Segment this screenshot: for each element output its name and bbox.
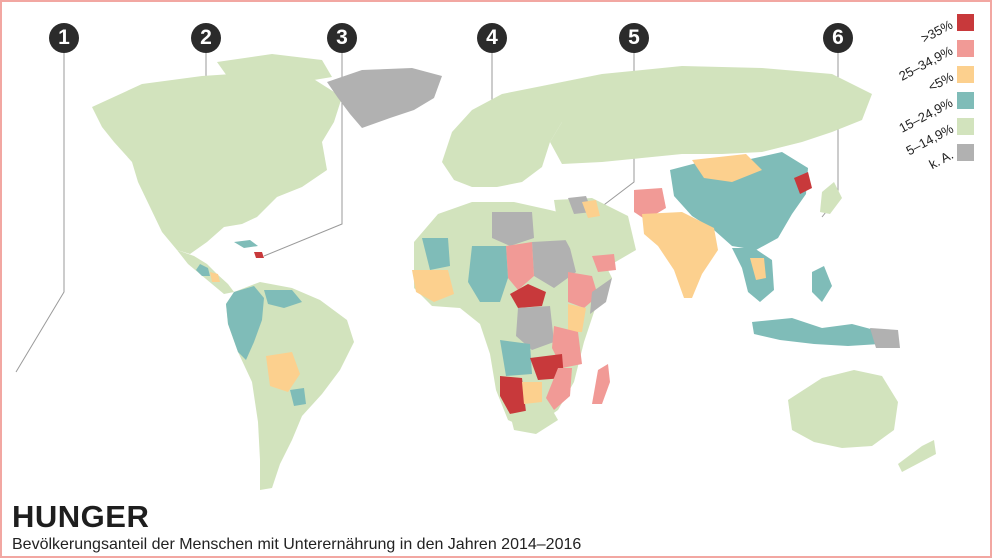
legend-item: k. A. <box>882 142 982 172</box>
legend-item: <5% <box>882 64 982 95</box>
region-southeast-asia <box>732 248 774 302</box>
legend-label: k. A. <box>926 146 956 172</box>
page-subtitle: Bevölkerungsanteil der Menschen mit Unte… <box>12 536 582 553</box>
region-north-america <box>92 72 342 254</box>
region-europe <box>442 86 572 187</box>
leader-line-1 <box>15 52 65 373</box>
region-angola <box>500 340 532 376</box>
legend-item: 15–24,9% <box>882 90 982 136</box>
region-sahel-teal <box>468 246 508 302</box>
region-zambia <box>530 354 564 380</box>
marker-5: 5 <box>619 23 649 53</box>
region-kenya <box>568 304 586 332</box>
region-ethiopia <box>568 272 598 308</box>
marker-3: 3 <box>327 23 357 53</box>
region-venezuela <box>264 290 302 308</box>
marker-4: 4 <box>477 23 507 53</box>
marker-2: 2 <box>191 23 221 53</box>
marker-6: 6 <box>823 23 853 53</box>
region-chad <box>506 242 534 290</box>
region-drc-grey <box>516 306 554 350</box>
region-car <box>510 284 546 308</box>
region-arabia <box>554 198 636 272</box>
region-namibia <box>500 376 526 414</box>
legend-item: 5–14,9% <box>882 116 982 158</box>
region-new-zealand <box>898 440 936 472</box>
legend: >35% 25–34,9% <5% 15–24,9% 5–14,9% k. A. <box>882 8 990 178</box>
region-south-africa <box>510 406 558 434</box>
region-madagascar <box>592 364 610 404</box>
region-africa-north-grey <box>492 212 534 246</box>
region-bolivia <box>266 352 300 392</box>
region-png-grey <box>870 328 900 348</box>
region-haiti <box>254 252 264 258</box>
legend-swatch <box>957 144 974 161</box>
region-mauritania-teal <box>422 238 450 270</box>
legend-item: >35% <box>882 12 982 46</box>
legend-swatch <box>957 66 974 83</box>
legend-item: 25–34,9% <box>882 38 982 84</box>
region-australia <box>788 370 898 448</box>
region-thailand <box>750 258 766 280</box>
region-afghanistan <box>634 188 666 220</box>
region-greenland <box>327 68 442 128</box>
region-guatemala <box>196 264 210 276</box>
region-paraguay <box>290 388 306 406</box>
region-japan <box>820 182 842 214</box>
region-somalia-grey <box>590 278 612 314</box>
legend-swatch <box>957 40 974 57</box>
region-indonesia <box>752 318 882 346</box>
region-north-korea <box>794 172 812 194</box>
region-nicaragua <box>210 272 220 282</box>
region-russia <box>542 66 872 164</box>
marker-1: 1 <box>49 23 79 53</box>
region-peru-ecuador-colombia <box>226 286 264 360</box>
region-sudan-grey <box>532 240 576 288</box>
region-mongolia <box>692 154 762 182</box>
region-india <box>642 212 718 298</box>
leader-line-3 <box>263 52 343 257</box>
region-west-africa-orange <box>412 270 454 302</box>
region-philippines <box>812 266 832 302</box>
page-title: HUNGER <box>12 499 150 534</box>
region-yemen <box>592 254 616 272</box>
legend-swatch <box>957 118 974 135</box>
region-iraq <box>582 200 600 218</box>
region-caribbean <box>234 240 258 248</box>
legend-swatch <box>957 92 974 109</box>
region-mozambique <box>546 368 572 410</box>
region-canada-islands <box>217 54 332 82</box>
legend-swatch <box>957 14 974 31</box>
region-botswana <box>522 382 542 404</box>
